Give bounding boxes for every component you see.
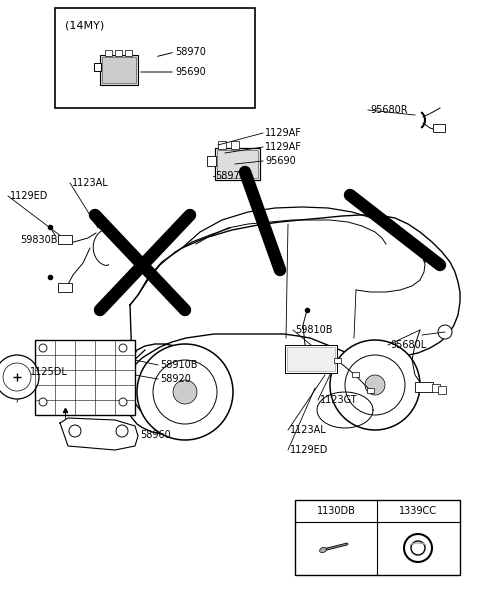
Bar	[207, 156, 216, 166]
Text: 59810B: 59810B	[295, 325, 333, 335]
Text: 1339CC: 1339CC	[399, 506, 437, 516]
Bar	[217, 150, 258, 178]
Circle shape	[438, 325, 452, 339]
Circle shape	[365, 375, 385, 395]
Text: 59830B: 59830B	[20, 235, 58, 245]
Bar	[334, 358, 341, 363]
Bar	[125, 50, 132, 56]
Text: 58970: 58970	[215, 171, 246, 181]
Bar	[58, 235, 72, 244]
Bar	[287, 347, 335, 371]
Circle shape	[345, 355, 405, 415]
Bar	[35, 340, 135, 415]
Text: 1123GT: 1123GT	[320, 395, 358, 405]
Text: 1129ED: 1129ED	[10, 191, 48, 201]
Bar	[115, 50, 122, 56]
Text: 1123AL: 1123AL	[72, 178, 109, 188]
Text: 95680L: 95680L	[390, 340, 426, 350]
Bar	[105, 50, 112, 56]
Circle shape	[39, 344, 47, 352]
Bar	[438, 386, 446, 394]
Polygon shape	[60, 418, 138, 450]
Bar	[285, 345, 337, 373]
Bar	[102, 57, 136, 83]
Text: 1130DB: 1130DB	[317, 506, 355, 516]
Text: 1129ED: 1129ED	[290, 445, 328, 455]
Bar	[100, 55, 138, 85]
Ellipse shape	[320, 547, 326, 553]
Text: 58910B: 58910B	[160, 360, 197, 370]
Circle shape	[116, 425, 128, 437]
Bar	[231, 141, 239, 149]
Text: 95690: 95690	[175, 67, 206, 77]
Bar	[432, 384, 440, 392]
Text: 1129AF: 1129AF	[265, 128, 302, 138]
Bar	[415, 382, 433, 392]
Circle shape	[119, 344, 127, 352]
Circle shape	[39, 398, 47, 406]
Circle shape	[119, 398, 127, 406]
Bar	[295, 500, 460, 575]
Bar	[367, 388, 374, 393]
Polygon shape	[125, 215, 460, 434]
Circle shape	[173, 380, 197, 404]
Text: (14MY): (14MY)	[65, 20, 104, 30]
Bar	[433, 124, 445, 132]
Text: 1125DL: 1125DL	[30, 367, 68, 377]
Circle shape	[153, 360, 217, 424]
Circle shape	[330, 340, 420, 430]
Bar	[215, 148, 260, 180]
Text: 58920: 58920	[160, 374, 191, 384]
Text: 58970: 58970	[175, 47, 206, 57]
Text: 95680R: 95680R	[370, 105, 408, 115]
Bar	[58, 283, 72, 292]
Text: 95690: 95690	[265, 156, 296, 166]
Bar	[94, 63, 101, 71]
Text: 1129AF: 1129AF	[265, 142, 302, 152]
Circle shape	[404, 534, 432, 562]
Circle shape	[137, 344, 233, 440]
Bar	[352, 372, 359, 377]
Circle shape	[411, 541, 425, 555]
Circle shape	[0, 355, 39, 399]
Text: 58960: 58960	[140, 430, 171, 440]
Circle shape	[69, 425, 81, 437]
Bar	[55, 8, 255, 108]
Bar	[218, 141, 226, 149]
Circle shape	[3, 363, 31, 391]
Text: 1123AL: 1123AL	[290, 425, 327, 435]
